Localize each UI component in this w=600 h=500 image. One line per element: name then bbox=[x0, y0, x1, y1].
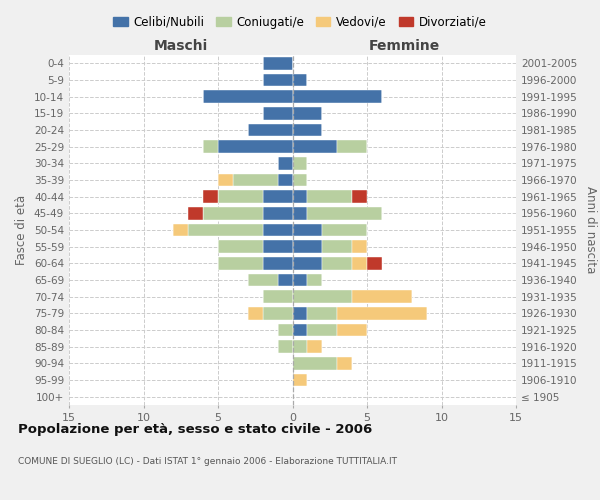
Bar bbox=[293, 307, 307, 320]
Bar bbox=[293, 90, 382, 103]
Bar bbox=[173, 224, 188, 236]
Bar bbox=[293, 324, 307, 336]
Bar bbox=[293, 157, 307, 170]
Bar bbox=[218, 240, 263, 253]
Bar bbox=[367, 257, 382, 270]
Bar bbox=[293, 274, 307, 286]
Bar bbox=[293, 207, 307, 220]
Bar bbox=[203, 207, 263, 220]
Text: COMUNE DI SUEGLIO (LC) - Dati ISTAT 1° gennaio 2006 - Elaborazione TUTTITALIA.IT: COMUNE DI SUEGLIO (LC) - Dati ISTAT 1° g… bbox=[18, 458, 397, 466]
Bar bbox=[352, 290, 412, 303]
Bar bbox=[218, 174, 233, 186]
Bar bbox=[263, 57, 293, 70]
Bar bbox=[293, 340, 307, 353]
Bar bbox=[307, 207, 382, 220]
Bar bbox=[293, 174, 307, 186]
Legend: Celibi/Nubili, Coniugati/e, Vedovi/e, Divorziati/e: Celibi/Nubili, Coniugati/e, Vedovi/e, Di… bbox=[109, 11, 491, 34]
Bar bbox=[293, 357, 337, 370]
Bar bbox=[203, 90, 293, 103]
Bar bbox=[322, 257, 352, 270]
Y-axis label: Fasce di età: Fasce di età bbox=[16, 195, 28, 265]
Bar bbox=[307, 274, 322, 286]
Bar bbox=[337, 307, 427, 320]
Bar bbox=[263, 207, 293, 220]
Bar bbox=[293, 374, 307, 386]
Bar bbox=[322, 240, 352, 253]
Bar bbox=[218, 190, 263, 203]
Bar bbox=[248, 124, 293, 136]
Bar bbox=[188, 207, 203, 220]
Bar bbox=[337, 357, 352, 370]
Bar bbox=[322, 224, 367, 236]
Bar bbox=[263, 224, 293, 236]
Text: Maschi: Maschi bbox=[154, 38, 208, 52]
Bar bbox=[278, 324, 293, 336]
Bar bbox=[352, 257, 367, 270]
Bar bbox=[188, 224, 263, 236]
Bar bbox=[233, 174, 278, 186]
Y-axis label: Anni di nascita: Anni di nascita bbox=[584, 186, 597, 274]
Bar bbox=[352, 240, 367, 253]
Bar bbox=[248, 274, 278, 286]
Bar bbox=[293, 240, 322, 253]
Bar bbox=[263, 74, 293, 86]
Bar bbox=[203, 140, 218, 153]
Bar bbox=[263, 240, 293, 253]
Bar bbox=[293, 224, 322, 236]
Bar bbox=[218, 140, 293, 153]
Bar bbox=[293, 140, 337, 153]
Bar bbox=[218, 257, 263, 270]
Bar bbox=[307, 340, 322, 353]
Bar bbox=[278, 274, 293, 286]
Bar bbox=[293, 290, 352, 303]
Bar bbox=[263, 257, 293, 270]
Bar bbox=[263, 290, 293, 303]
Bar bbox=[248, 307, 263, 320]
Bar bbox=[307, 307, 337, 320]
Bar bbox=[337, 140, 367, 153]
Bar bbox=[293, 190, 307, 203]
Bar bbox=[293, 124, 322, 136]
Bar bbox=[263, 107, 293, 120]
Bar bbox=[263, 307, 293, 320]
Bar bbox=[352, 190, 367, 203]
Bar bbox=[278, 340, 293, 353]
Bar bbox=[263, 190, 293, 203]
Bar bbox=[293, 257, 322, 270]
Bar bbox=[278, 157, 293, 170]
Bar bbox=[307, 324, 337, 336]
Bar bbox=[293, 74, 307, 86]
Text: Femmine: Femmine bbox=[368, 38, 440, 52]
Bar bbox=[203, 190, 218, 203]
Text: Popolazione per età, sesso e stato civile - 2006: Popolazione per età, sesso e stato civil… bbox=[18, 422, 372, 436]
Bar bbox=[278, 174, 293, 186]
Bar bbox=[337, 324, 367, 336]
Bar bbox=[293, 107, 322, 120]
Bar bbox=[307, 190, 352, 203]
